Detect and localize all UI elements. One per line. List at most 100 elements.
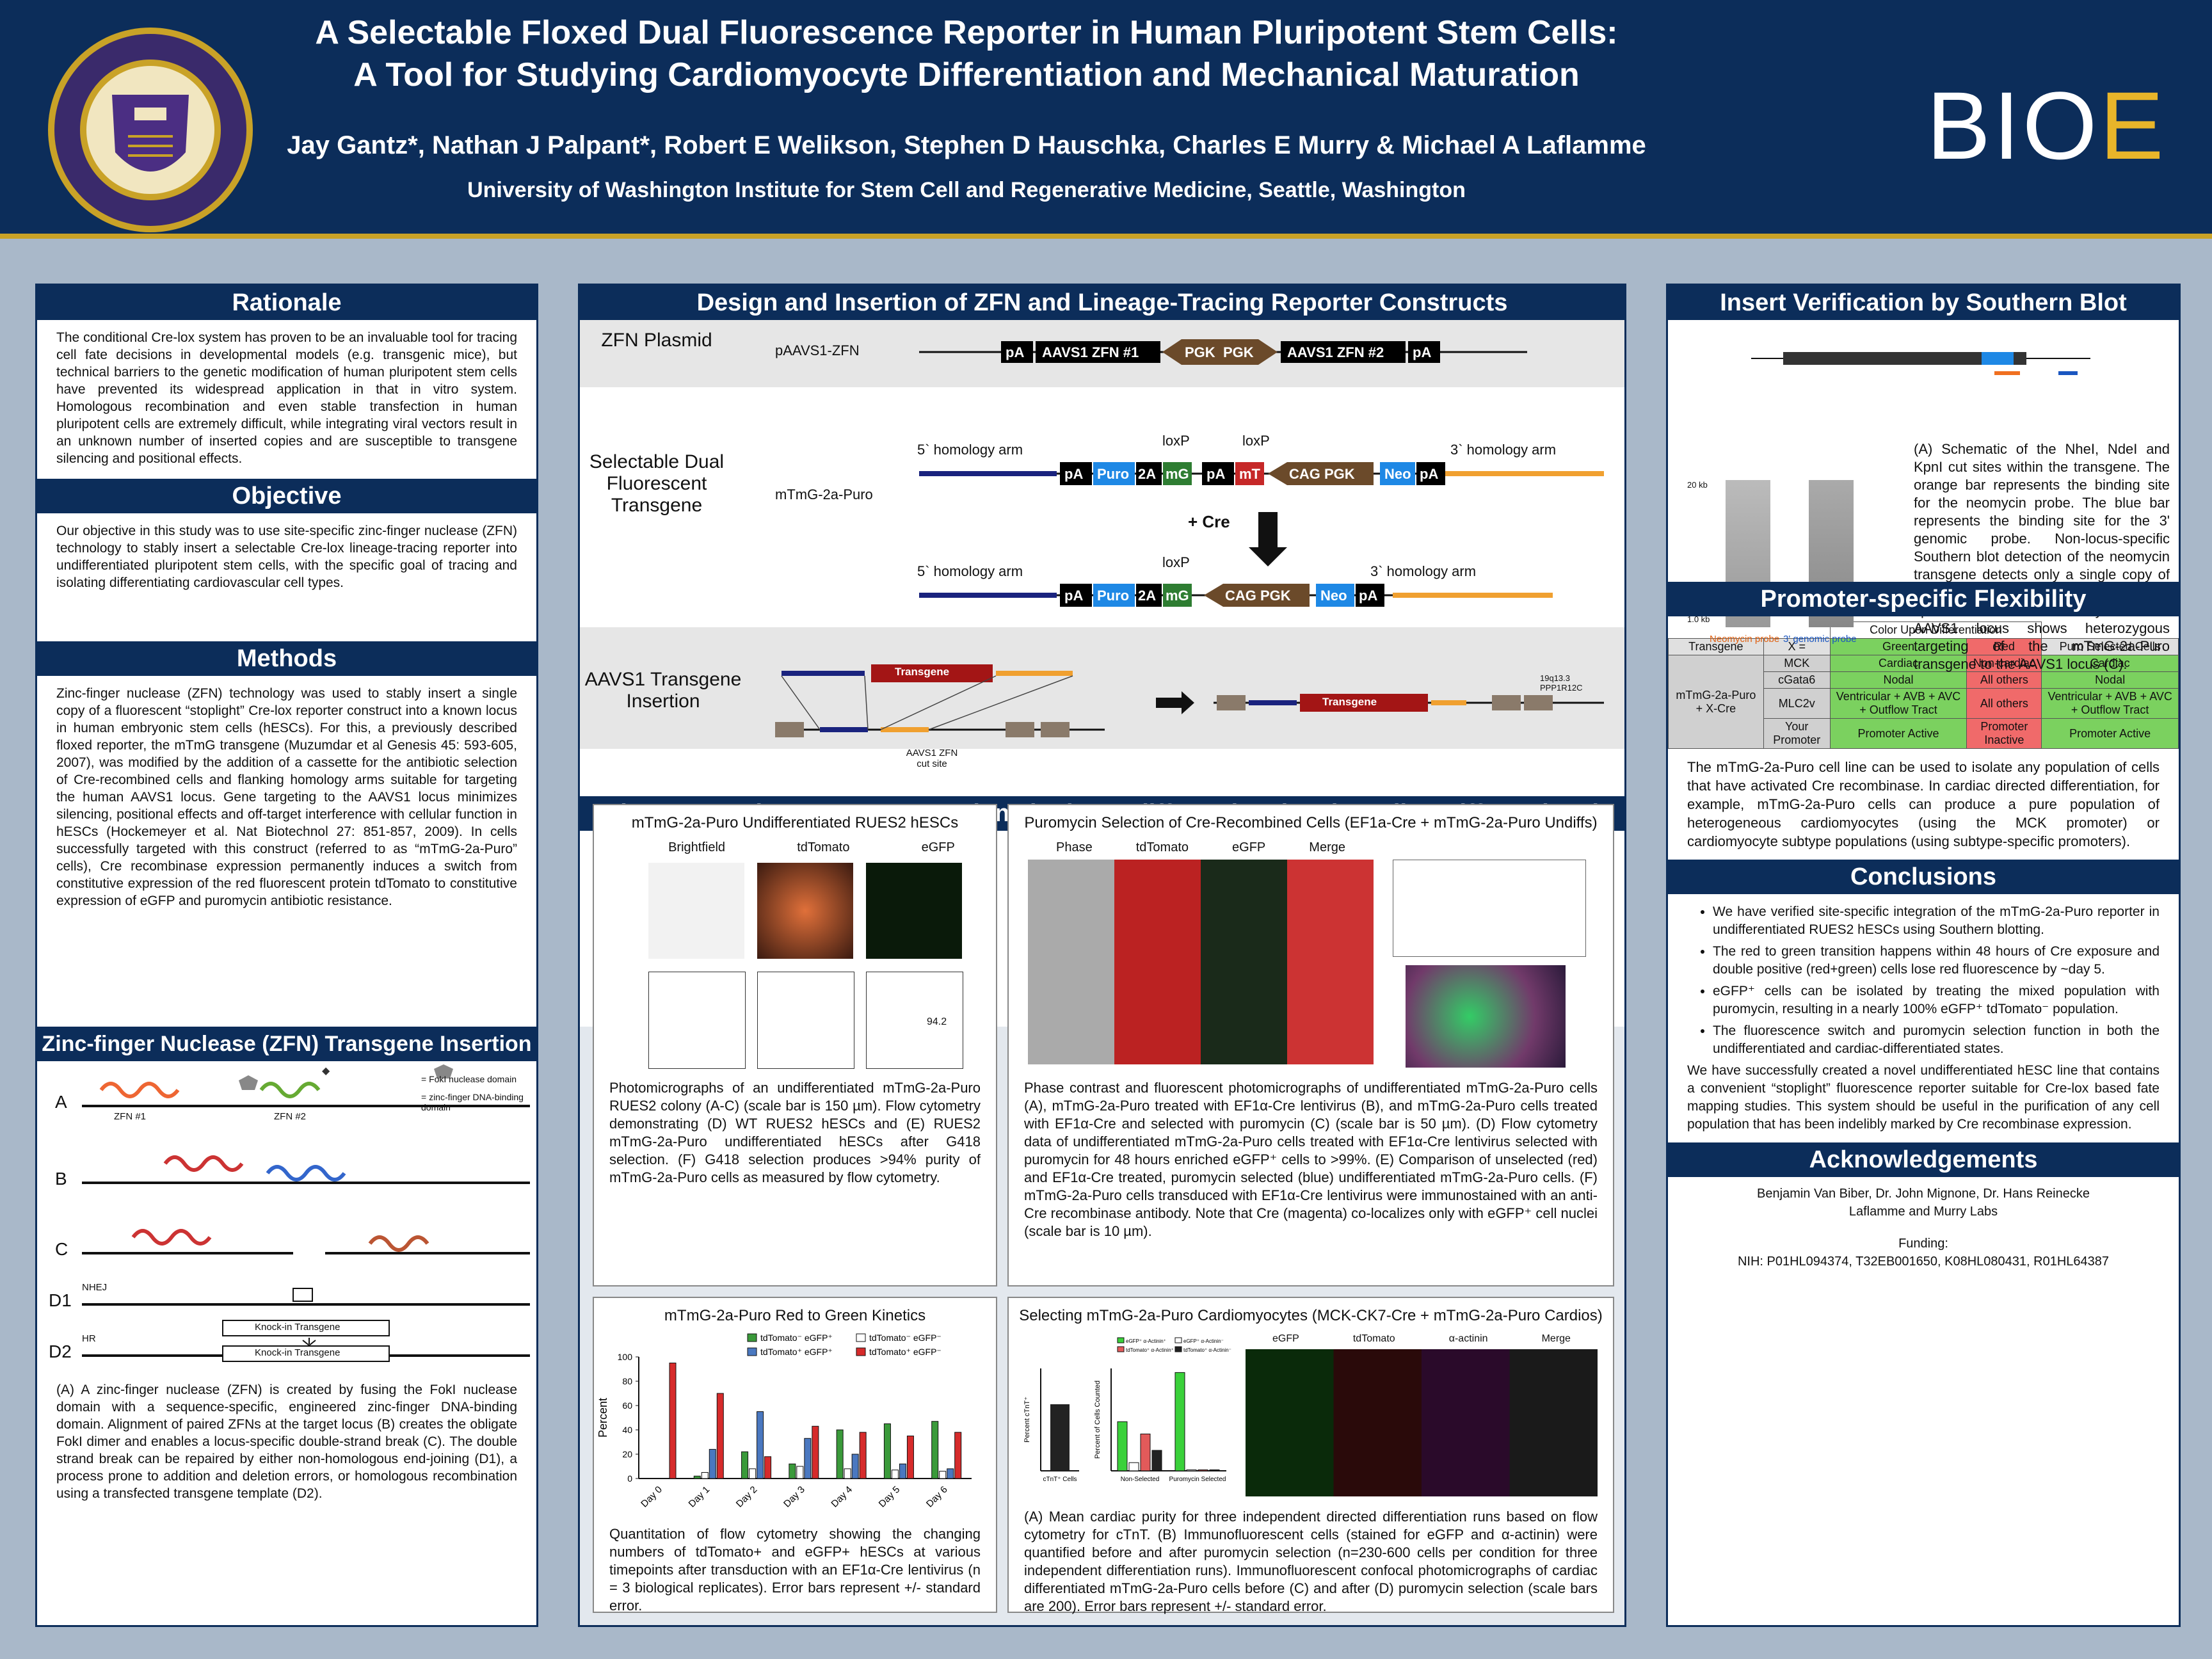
zfn-plasmid-label: ZFN Plasmid (601, 330, 712, 351)
legend-swatch (1117, 1337, 1125, 1343)
cardio-image-grid (1246, 1349, 1598, 1496)
bar (1117, 1421, 1128, 1471)
cell-mck-puro: Cardiac (2041, 655, 2179, 672)
knockin-label-1: Knock-in Transgene (255, 1322, 341, 1333)
conclusions-list: We have verified site-specific integrati… (1687, 903, 2160, 1058)
transgene-label-1: Transgene (895, 666, 950, 678)
hr-label: HR (82, 1333, 96, 1344)
y-tick-label: 40 (622, 1425, 632, 1435)
svg-text:pA: pA (1006, 344, 1024, 360)
bar (789, 1463, 796, 1479)
ack-heading: Acknowledgements (1668, 1142, 2179, 1177)
bar (749, 1468, 757, 1479)
bioe-logo: BIOE (1927, 70, 2166, 181)
svg-text:Puro: Puro (1097, 588, 1129, 604)
row-mck: MCK (1763, 655, 1831, 672)
knockin-label-2: Knock-in Transgene (255, 1347, 341, 1358)
panel-undiff-title: mTmG-2a-Puro Undifferentiated RUES2 hESC… (631, 814, 959, 831)
legend-label: tdTomato⁺ eGFP⁺ (760, 1347, 833, 1357)
logo-part-a: BIO (1927, 72, 2100, 179)
col-actinin: α-actinin (1448, 1333, 1488, 1344)
svg-text:CAG PGK: CAG PGK (1225, 588, 1291, 604)
svg-text:CAG PGK: CAG PGK (1289, 466, 1355, 482)
row-transgene: mTmG-2a-Puro + X-Cre (1668, 655, 1764, 749)
kinetics-title: mTmG-2a-Puro Red to Green Kinetics (664, 1307, 926, 1324)
bar (1140, 1433, 1151, 1471)
locus-label: 19q13.3 PPP1R12C (1540, 673, 1583, 693)
homology3-label-1: 3` homology arm (1450, 442, 1557, 458)
panel-puro-title: Puromycin Selection of Cre-Recombined Ce… (1024, 814, 1598, 831)
bar (741, 1451, 749, 1479)
aavs1-label: AAVS1 Transgene Insertion (584, 669, 742, 712)
methods-heading: Methods (37, 641, 536, 676)
construct-svg: pA AAVS1 ZFN #1 PGK PGK AAVS1 ZFN #2 pA … (775, 339, 1604, 737)
svg-text:pA: pA (1064, 466, 1083, 482)
th-transgene: Transgene (1668, 638, 1764, 655)
bar (1186, 1469, 1197, 1471)
poster-title: A Selectable Floxed Dual Fluorescence Re… (269, 12, 1664, 96)
x-tick-label: Day 1 (687, 1484, 712, 1510)
flow-f-stat: 94.2 (927, 1016, 947, 1027)
svg-text:mG: mG (1166, 588, 1189, 604)
bar (931, 1421, 939, 1479)
bar (851, 1454, 859, 1479)
zf-legend: = zinc-finger DNA-binding domain (421, 1092, 524, 1112)
flow-e-plot (757, 972, 854, 1069)
svg-text:pA: pA (1206, 466, 1225, 482)
cell-cgata6-puro: Nodal (2041, 671, 2179, 689)
bar (716, 1393, 724, 1479)
legend-swatch (1117, 1346, 1125, 1352)
y-tick-label: 20 (622, 1449, 632, 1459)
bar (891, 1470, 899, 1479)
bar (844, 1468, 851, 1479)
ack-line-2: Laflamme and Murry Labs (1848, 1205, 1998, 1219)
col-merge: Merge (1309, 840, 1345, 854)
bar (764, 1456, 772, 1479)
zfn-caption: (A) A zinc-finger nuclease (ZFN) is crea… (56, 1382, 517, 1501)
flow-d-plot (648, 972, 746, 1069)
bar (947, 1468, 954, 1479)
bar (709, 1448, 716, 1479)
bar (1209, 1469, 1220, 1471)
table-header: Color Upon Differentiation (1829, 621, 2042, 639)
panel-puro: Puromycin Selection of Cre-Recombined Ce… (1007, 804, 1614, 1286)
bar (1050, 1404, 1070, 1471)
y-axis-label: Percent cTnT⁺ (1023, 1397, 1031, 1443)
nhej-label: NHEJ (82, 1282, 108, 1293)
th-puro: Puro Selected Cells (2041, 638, 2179, 655)
y-axis-label: Percent of Cells Counted (1094, 1381, 1102, 1459)
bar (796, 1466, 804, 1479)
loxp-label-3: loxP (1162, 554, 1190, 570)
panel-undiff-cols: Brightfield tdTomato eGFP (632, 840, 991, 855)
cell-mlc2v-red: All others (1966, 688, 2042, 719)
legend-label: tdTomato⁻ eGFP⁻ (869, 1333, 942, 1343)
svg-text:pA: pA (1359, 588, 1377, 604)
svg-text:Puro: Puro (1097, 466, 1129, 482)
rationale-heading: Rationale (37, 285, 536, 320)
svg-text:Neo: Neo (1320, 588, 1347, 604)
brightfield-image (648, 863, 744, 959)
bar (693, 1475, 701, 1479)
kb10-label: 1.0 kb (1687, 614, 1710, 624)
col-tdtomato-3: tdTomato (1352, 1333, 1395, 1344)
legend-swatch (747, 1333, 757, 1342)
y-tick-label: 60 (622, 1400, 632, 1411)
zfn-svg: ◆ (82, 1064, 530, 1362)
cell-cgata6-green: Nodal (1829, 671, 1968, 689)
bar (836, 1429, 844, 1479)
flow-f-histogram (866, 972, 963, 1069)
egfp-image (866, 863, 962, 959)
conclusions-body: We have verified site-specific integrati… (1668, 894, 2179, 1142)
conclusion-paragraph: We have successfully created a novel und… (1687, 1063, 2160, 1132)
homology5-label-1: 5` homology arm (917, 442, 1023, 458)
col-egfp-3: eGFP (1272, 1333, 1299, 1344)
x-tick-label: Day 0 (639, 1484, 664, 1510)
legend-swatch (856, 1347, 866, 1356)
conclusion-item: The fluorescence switch and puromycin se… (1713, 1022, 2160, 1058)
cell-your-green: Promoter Active (1829, 718, 1968, 749)
puro-image-grid (1028, 860, 1374, 1064)
y-tick-label: 80 (622, 1376, 632, 1386)
y-tick-label: 0 (627, 1473, 632, 1484)
svg-text:2A: 2A (1138, 588, 1156, 604)
bar (701, 1472, 709, 1479)
